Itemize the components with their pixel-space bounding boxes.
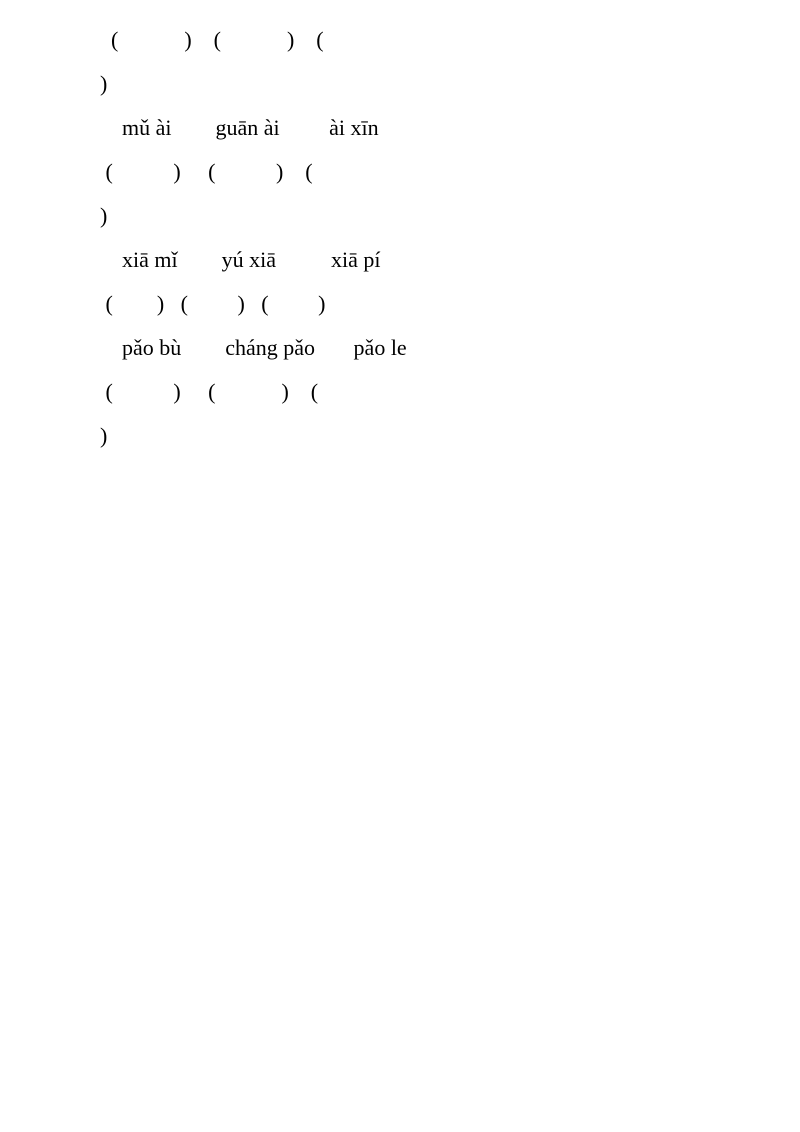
- text-line: ( ) ( ) (: [100, 150, 700, 194]
- text-line: ): [100, 194, 700, 238]
- text-line: ): [100, 414, 700, 458]
- text-line: mǔ ài guān ài ài xīn: [100, 106, 700, 150]
- text-line: ): [100, 62, 700, 106]
- text-line: xiā mǐ yú xiā xiā pí: [100, 238, 700, 282]
- text-line: ( ) ( ) ( ): [100, 282, 700, 326]
- text-line: pǎo bù cháng pǎo pǎo le: [100, 326, 700, 370]
- text-line: ( ) ( ) (: [100, 18, 700, 62]
- text-line: ( ) ( ) (: [100, 370, 700, 414]
- document-content: ( ) ( ) () mǔ ài guān ài ài xīn ( ) ( ) …: [100, 18, 700, 458]
